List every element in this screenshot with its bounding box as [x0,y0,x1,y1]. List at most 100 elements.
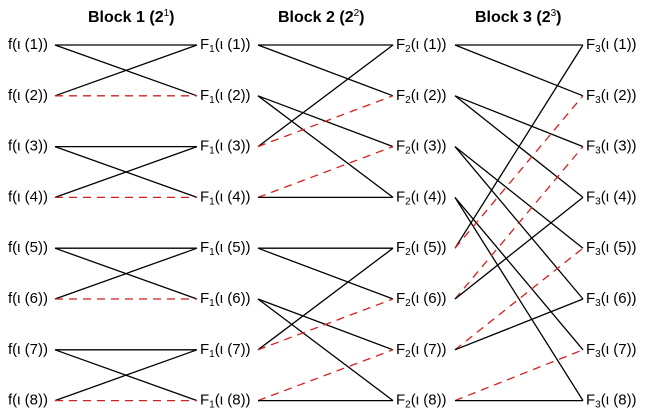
node-subscript: 1 [209,94,215,105]
node-label-col2-row1: F2(ι (1)) [396,36,447,55]
node-argument: (ι (2)) [12,87,48,104]
node-label-col1-row3: F1(ι (3)) [200,138,251,157]
node-name: f [8,392,13,409]
node-subscript: 3 [595,145,601,156]
node-name: F [200,290,209,307]
node-argument: (ι (4)) [215,188,251,205]
node-name: F [396,392,405,409]
node-argument: (ι (4)) [601,188,637,205]
node-name: F [200,188,209,205]
node-name: F [200,239,209,256]
node-name: F [396,239,405,256]
node-label-col3-row3: F3(ι (3)) [586,138,637,157]
connection-wires [54,44,584,402]
node-argument: (ι (3)) [601,138,637,155]
node-subscript: 1 [209,298,215,309]
block-header-exponent: 2 [354,8,360,19]
wire-block3-1-to-2 [454,44,584,97]
node-subscript: 3 [595,298,601,309]
wire-block3-8-to-7 [454,349,584,402]
node-subscript: 2 [405,247,411,258]
node-argument: (ι (8)) [215,392,251,409]
block-header-close: ) [556,9,561,26]
wire-block2-3-to-2 [257,95,394,148]
block-header-1: Block 1 (21) [88,8,174,26]
node-label-col0-row2: f(ι (2)) [8,87,48,104]
node-label-col1-row6: F1(ι (6)) [200,290,251,309]
wire-block3-6-to-4 [454,196,584,300]
node-label-col2-row4: F2(ι (4)) [396,188,447,207]
block-header-3: Block 3 (23) [475,8,561,26]
node-argument: (ι (7)) [601,341,637,358]
node-subscript: 2 [405,399,411,410]
wire-block2-5-to-6 [257,247,394,300]
node-label-col3-row1: F3(ι (1)) [586,36,637,55]
wire-block3-5-to-2 [454,95,584,249]
node-argument: (ι (5)) [12,239,48,256]
node-label-col3-row5: F3(ι (5)) [586,239,637,258]
block-header-title: Block 3 (2 [475,9,551,26]
node-argument: (ι (1)) [411,36,447,53]
wire-block2-4-to-3 [257,145,394,199]
node-label-col3-row2: F3(ι (2)) [586,87,637,106]
node-argument: (ι (2)) [601,87,637,104]
wire-block1-6-to-5 [54,247,198,300]
node-name: f [8,36,13,53]
node-name: F [586,239,595,256]
node-subscript: 1 [209,348,215,359]
node-argument: (ι (2)) [215,87,251,104]
node-name: F [396,341,405,358]
node-name: f [8,87,13,104]
node-name: F [586,188,595,205]
node-label-col0-row1: f(ι (1)) [8,36,48,53]
node-subscript: 1 [209,399,215,410]
node-subscript: 2 [405,94,411,105]
node-label-col1-row4: F1(ι (4)) [200,188,251,207]
node-name: F [396,87,405,104]
node-label-col0-row6: f(ι (6)) [8,290,48,307]
wire-block3-7-to-6 [454,298,584,351]
node-argument: (ι (2)) [411,87,447,104]
node-label-col1-row7: F1(ι (7)) [200,341,251,360]
node-argument: (ι (8)) [601,392,637,409]
node-label-col1-row1: F1(ι (1)) [200,36,251,55]
node-argument: (ι (7)) [12,341,48,358]
node-label-col0-row4: f(ι (4)) [8,188,48,205]
node-name: F [200,138,209,155]
node-argument: (ι (8)) [411,392,447,409]
node-label-col2-row3: F2(ι (3)) [396,138,447,157]
block-header-exponent: 1 [164,8,170,19]
node-label-col0-row8: f(ι (8)) [8,392,48,409]
node-name: f [8,341,13,358]
wire-block2-6-to-8 [257,298,394,402]
node-argument: (ι (3)) [411,138,447,155]
node-subscript: 1 [209,44,215,55]
block-header-title: Block 2 (2 [278,9,354,26]
wire-block2-1-to-2 [257,44,394,97]
block-header-exponent: 3 [551,8,557,19]
node-label-col2-row2: F2(ι (2)) [396,87,447,106]
node-label-col2-row5: F2(ι (5)) [396,239,447,258]
node-label-col1-row2: F1(ι (2)) [200,87,251,106]
node-name: F [586,87,595,104]
wire-block2-7-to-6 [257,298,394,351]
node-label-col1-row5: F1(ι (5)) [200,239,251,258]
node-subscript: 2 [405,196,411,207]
node-labels: f(ι (1))f(ι (2))f(ι (3))f(ι (4))f(ι (5))… [8,36,637,410]
node-name: F [586,392,595,409]
node-label-col0-row3: f(ι (3)) [8,138,48,155]
block-header-close: ) [169,9,174,26]
node-argument: (ι (5)) [601,239,637,256]
node-label-col2-row6: F2(ι (6)) [396,290,447,309]
block-header-2: Block 2 (22) [278,8,364,26]
node-argument: (ι (1)) [12,36,48,53]
node-label-col1-row8: F1(ι (8)) [200,392,251,411]
node-argument: (ι (7)) [215,341,251,358]
node-name: F [200,87,209,104]
node-subscript: 2 [405,145,411,156]
node-name: f [8,239,13,256]
node-argument: (ι (1)) [601,36,637,53]
block-header-close: ) [359,9,364,26]
node-argument: (ι (3)) [12,138,48,155]
node-name: F [586,36,595,53]
